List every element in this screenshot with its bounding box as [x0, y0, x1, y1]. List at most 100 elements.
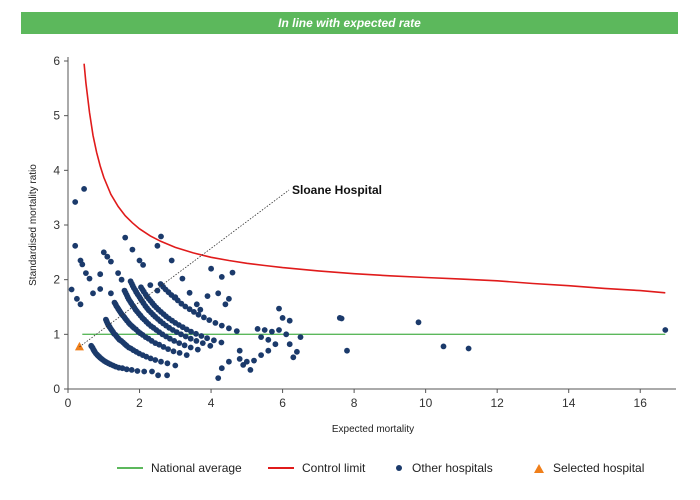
y-tick-label: 0	[53, 382, 60, 396]
data-point-selected-hospital	[74, 341, 84, 351]
data-point-other-hospital	[100, 249, 107, 256]
x-tick-label: 2	[136, 396, 143, 410]
data-point-other-hospital	[187, 335, 194, 342]
data-point-other-hospital	[79, 261, 86, 268]
data-point-other-hospital	[290, 354, 297, 361]
data-point-other-hospital	[258, 352, 264, 358]
data-point-other-hospital	[170, 348, 177, 355]
data-point-other-hospital	[111, 299, 118, 306]
data-point-other-hospital	[158, 358, 164, 365]
annotation-leader-line	[79, 189, 290, 348]
status-banner-text: In line with expected rate	[278, 16, 421, 30]
data-point-other-hospital	[195, 311, 202, 318]
data-point-other-hospital	[171, 338, 178, 344]
data-point-other-hospital	[74, 295, 80, 302]
data-point-other-hospital	[233, 328, 240, 334]
data-point-other-hospital	[261, 327, 268, 333]
data-point-other-hospital	[218, 365, 225, 372]
legend-item-control-limit: Control limit	[268, 458, 365, 478]
x-tick-label: 4	[208, 396, 215, 410]
legend-label: Selected hospital	[553, 461, 645, 475]
data-point-other-hospital	[188, 328, 194, 335]
data-point-other-hospital	[338, 315, 345, 322]
data-point-other-hospital	[115, 270, 121, 276]
data-point-other-hospital	[240, 362, 247, 368]
data-point-other-hospital	[204, 293, 211, 299]
x-tick-label: 0	[65, 396, 72, 410]
data-point-other-hospital	[218, 339, 225, 346]
x-tick-label: 14	[562, 396, 576, 410]
data-point-other-hospital	[140, 262, 147, 268]
data-point-other-hospital	[118, 276, 125, 283]
data-point-other-hospital	[108, 258, 114, 265]
data-point-other-hospital	[122, 234, 129, 241]
legend-label: Control limit	[302, 461, 366, 475]
y-tick-label: 5	[53, 109, 60, 123]
data-point-other-hospital	[207, 342, 214, 349]
data-point-other-hospital	[127, 278, 134, 285]
data-point-other-hospital	[208, 265, 215, 272]
data-point-other-hospital	[176, 340, 183, 346]
data-point-other-hospital	[194, 346, 201, 353]
data-point-other-hospital	[276, 327, 282, 333]
legend: National average Control limit Other hos…	[0, 458, 700, 480]
legend-swatch	[268, 467, 294, 469]
data-point-other-hospital	[193, 301, 200, 308]
data-point-other-hospital	[226, 358, 232, 365]
data-point-other-hospital	[187, 344, 194, 351]
data-point-other-hospital	[218, 322, 225, 329]
data-point-other-hospital	[218, 274, 225, 280]
data-point-other-hospital	[222, 301, 229, 308]
legend-label: Other hospitals	[412, 461, 493, 475]
data-point-other-hospital	[279, 315, 286, 321]
data-point-other-hospital	[215, 375, 222, 381]
legend-item-selected-hospital: Selected hospital	[534, 458, 644, 478]
data-point-other-hospital	[88, 342, 95, 349]
data-point-other-hospital	[206, 317, 213, 323]
data-point-other-hospital	[121, 287, 128, 294]
data-point-other-hospital	[236, 356, 243, 362]
legend-swatch	[117, 467, 143, 469]
data-point-other-hospital	[283, 331, 290, 338]
data-point-other-hospital	[181, 342, 188, 349]
annotation-label: Sloane Hospital	[292, 183, 382, 197]
legend-label: National average	[151, 461, 242, 475]
data-point-other-hospital	[251, 357, 257, 364]
data-point-other-hospital	[465, 345, 472, 352]
data-point-other-hospital	[440, 343, 447, 350]
data-point-other-hospital	[134, 368, 141, 374]
data-point-other-hospital	[138, 284, 144, 291]
plot-annotation: Sloane Hospital	[79, 183, 382, 348]
legend-swatch	[396, 465, 402, 471]
data-point-other-hospital	[77, 301, 84, 308]
data-point-other-hospital	[176, 350, 183, 356]
data-point-other-hospital	[178, 331, 184, 338]
data-point-other-hospital	[72, 242, 79, 249]
data-point-other-hospital	[265, 347, 272, 354]
data-point-other-hospital	[415, 319, 422, 326]
y-tick-label: 1	[53, 327, 60, 341]
data-point-other-hospital	[90, 290, 96, 297]
data-point-other-hospital	[226, 295, 232, 302]
data-point-other-hospital	[204, 335, 211, 342]
data-point-other-hospital	[186, 306, 193, 313]
data-point-other-hospital	[104, 253, 111, 260]
data-point-other-hospital	[97, 286, 104, 292]
x-tick-label: 8	[351, 396, 358, 410]
data-point-other-hospital	[191, 309, 197, 315]
data-point-other-hospital	[197, 306, 204, 313]
data-point-other-hospital	[286, 341, 293, 348]
data-point-other-hospital	[215, 290, 222, 297]
data-point-other-hospital	[183, 352, 190, 358]
data-point-other-hospital	[164, 360, 171, 367]
x-tick-label: 12	[490, 396, 504, 410]
data-point-other-hospital	[269, 328, 275, 335]
data-point-other-hospital	[157, 281, 164, 287]
data-point-other-hospital	[193, 330, 199, 337]
data-point-other-hospital	[297, 334, 304, 340]
data-point-other-hospital	[211, 337, 217, 344]
plot-marks	[68, 63, 669, 381]
data-point-other-hospital	[154, 287, 161, 294]
data-point-other-hospital	[272, 341, 279, 348]
data-point-other-hospital	[199, 340, 206, 346]
